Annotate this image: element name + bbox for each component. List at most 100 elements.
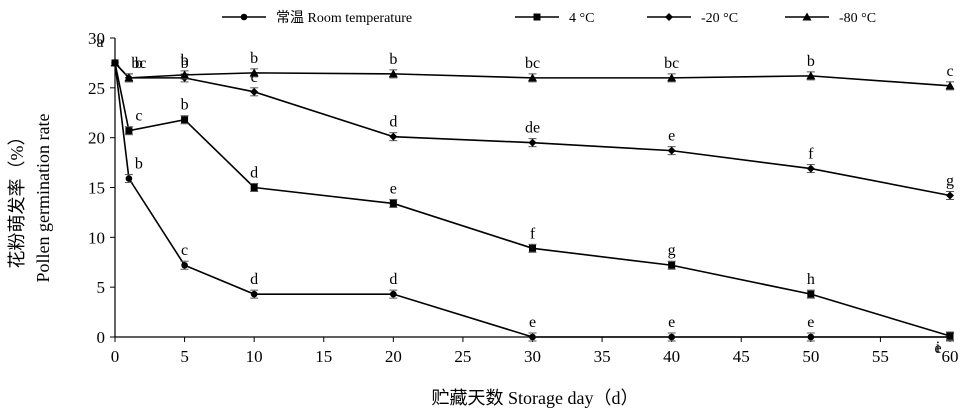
y-axis-title-cn: 花粉萌发率（%） — [7, 128, 27, 269]
data-point — [528, 73, 537, 82]
significance-label: b — [807, 53, 815, 70]
significance-label: d — [389, 114, 397, 131]
x-tick-label: 25 — [454, 347, 471, 366]
x-tick-label: 5 — [180, 347, 189, 366]
data-point — [807, 333, 815, 341]
legend-item: 常温 Room temperature — [222, 10, 412, 26]
significance-label: g — [668, 242, 676, 259]
legend-marker — [240, 13, 248, 21]
series-layer — [110, 58, 955, 342]
data-point — [250, 290, 258, 298]
significance-label: bc — [525, 55, 540, 72]
data-point — [250, 87, 259, 96]
series-1 — [111, 59, 954, 341]
y-tick-label: 20 — [88, 129, 105, 148]
data-point — [668, 333, 675, 341]
x-tick-label: 55 — [872, 347, 889, 366]
significance-label: c — [135, 108, 142, 125]
significance-label: b — [250, 50, 258, 67]
x-tick-label: 35 — [594, 347, 611, 366]
x-tick-label: 40 — [663, 347, 680, 366]
significance-label: c — [946, 63, 953, 80]
significance-label: b — [135, 156, 143, 173]
x-tick-label: 20 — [385, 347, 402, 366]
significance-label: a — [96, 34, 103, 51]
legend-item: 4 °C — [515, 11, 594, 26]
data-point — [180, 70, 190, 79]
significance-label: i — [936, 339, 941, 356]
series-line — [114, 62, 950, 338]
x-axis-title: 贮藏天数 Storage day（d） — [432, 388, 639, 408]
significance-label: e — [934, 340, 941, 357]
significance-label: e — [668, 128, 675, 145]
data-point — [945, 81, 955, 90]
significance-label: c — [181, 242, 188, 259]
data-point — [249, 68, 259, 77]
axes: 0 5 10 15 20 25 30 35 40 45 50 55 60 0 5 10 15 20 25 30 — [88, 29, 959, 366]
x-tick-label: 15 — [315, 347, 332, 366]
data-point — [529, 244, 536, 252]
legend-label: -20 °C — [701, 11, 738, 26]
data-point — [388, 69, 398, 78]
data-point — [124, 73, 134, 82]
data-point — [667, 146, 676, 155]
significance-label: b — [181, 97, 189, 114]
data-point — [389, 199, 397, 207]
legend-item: -80 °C — [785, 11, 876, 26]
significance-label: d — [250, 271, 258, 288]
data-point — [668, 261, 676, 269]
legend: 常温 Room temperature 4 °C -20 °C -80 °C — [222, 10, 876, 26]
data-point — [946, 191, 954, 200]
significance-label: bc — [664, 55, 679, 72]
y-tick-label: 15 — [88, 179, 105, 198]
series-3 — [110, 58, 955, 91]
data-point — [806, 164, 815, 173]
legend-item: -20 °C — [647, 11, 738, 26]
data-point — [389, 132, 398, 141]
x-tick-label: 0 — [111, 347, 120, 366]
legend-marker — [802, 12, 812, 21]
data-point — [528, 138, 537, 147]
x-tick-label: 30 — [524, 347, 541, 366]
data-point — [181, 116, 189, 124]
x-tick-label: 60 — [942, 347, 959, 366]
significance-label: c — [251, 69, 258, 86]
significance-label: h — [807, 271, 815, 288]
significance-label: d — [250, 165, 258, 182]
significance-label: de — [525, 120, 540, 137]
significance-label: bc — [131, 55, 146, 72]
series-line — [114, 62, 951, 337]
x-tick-label: 10 — [246, 347, 263, 366]
x-tick-label: 45 — [733, 347, 750, 366]
y-tick-label: 10 — [88, 228, 105, 247]
significance-label: g — [946, 172, 954, 189]
significance-label: e — [668, 314, 675, 331]
data-point — [110, 58, 120, 67]
significance-label: f — [808, 146, 814, 163]
significance-label: b — [181, 52, 189, 69]
significance-label: e — [529, 314, 536, 331]
legend-label: 4 °C — [569, 11, 594, 26]
y-tick-label: 30 — [88, 29, 105, 48]
data-point — [529, 333, 536, 341]
data-point — [125, 175, 133, 182]
legend-label: 常温 Room temperature — [276, 10, 412, 26]
significance-label: b — [181, 55, 189, 72]
significance-label: f — [530, 225, 536, 242]
data-point — [125, 127, 133, 135]
y-tick-label: 25 — [88, 79, 105, 98]
significance-label: e — [807, 314, 814, 331]
significance-label: b — [389, 51, 397, 68]
legend-label: -80 °C — [839, 11, 876, 26]
y-tick-label: 5 — [97, 278, 106, 297]
data-point — [667, 73, 677, 82]
significance-label: e — [390, 180, 397, 197]
data-point — [807, 290, 815, 298]
significance-label: d — [389, 271, 397, 288]
legend-marker — [665, 13, 673, 21]
y-tick-label: 0 — [97, 328, 106, 347]
significance-label: b — [135, 55, 143, 72]
data-point — [390, 290, 397, 298]
